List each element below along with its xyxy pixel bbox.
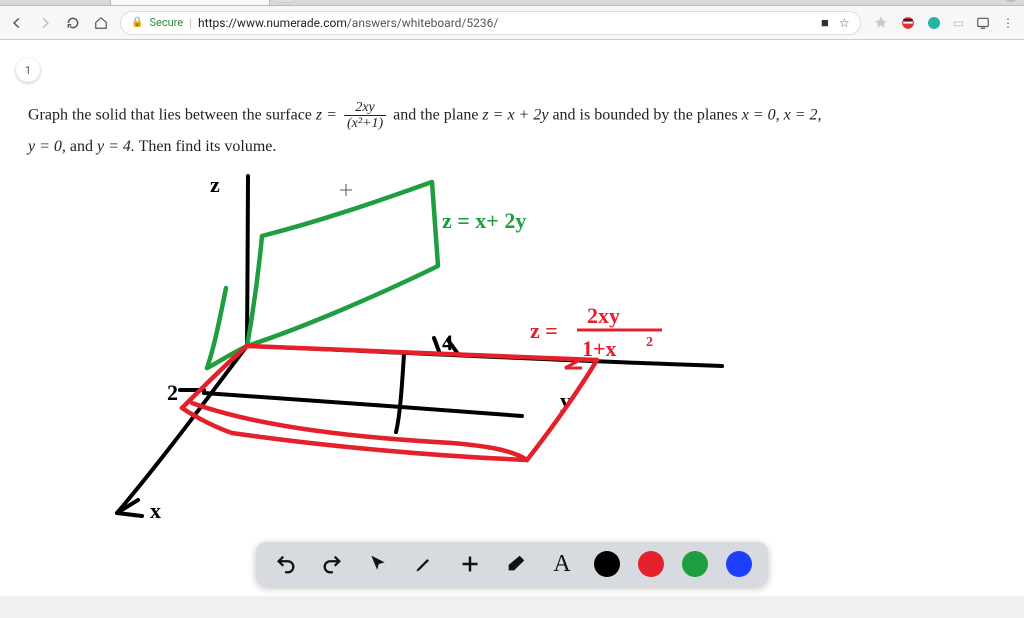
eq-surface-lhs: z = xyxy=(316,107,341,124)
camera-icon[interactable]: ■ xyxy=(821,15,829,31)
secure-label: Secure xyxy=(149,16,183,29)
color-red-button[interactable] xyxy=(638,551,664,577)
x-tick-2-label: 2 xyxy=(167,380,178,405)
eq-surface-num: 2xy xyxy=(344,100,386,116)
undo-button[interactable] xyxy=(272,550,300,578)
svg-text:2: 2 xyxy=(646,335,653,350)
text-tool-button[interactable]: A xyxy=(548,550,576,578)
home-button[interactable] xyxy=(94,16,108,30)
lock-icon: 🔒 xyxy=(131,17,143,28)
pencil-tool-button[interactable] xyxy=(410,550,438,578)
eq-plane: z = x + 2y xyxy=(482,107,548,124)
eq-bounds: x = 0, x = 2, xyxy=(742,107,822,124)
eq-surface-den: (x²+1) xyxy=(344,116,386,131)
back-button[interactable] xyxy=(10,16,24,30)
color-green-button[interactable] xyxy=(682,551,708,577)
color-black-button[interactable] xyxy=(594,551,620,577)
color-blue-button[interactable] xyxy=(726,551,752,577)
problem-line2a: y = 0, xyxy=(28,138,66,155)
pointer-tool-button[interactable] xyxy=(364,550,392,578)
whiteboard-canvas[interactable]: z x y 4 2 z = x+ 2y xyxy=(16,168,1008,528)
flag-extension-icon[interactable] xyxy=(901,16,915,30)
url-path: /answers/whiteboard/5236/ xyxy=(347,16,498,30)
extension-icon[interactable] xyxy=(873,15,889,31)
page-content: 1 Graph the solid that lies between the … xyxy=(0,40,1024,596)
circle-extension-icon[interactable] xyxy=(927,16,941,30)
diagram-svg: z x y 4 2 z = x+ 2y xyxy=(16,168,1008,528)
surface-drawing xyxy=(182,346,597,460)
whiteboard-toolbar: A xyxy=(256,542,768,586)
new-tab-button[interactable] xyxy=(276,0,296,3)
crosshair-icon xyxy=(340,184,352,196)
problem-mid1: and the plane xyxy=(389,107,482,124)
eraser-tool-button[interactable] xyxy=(502,550,530,578)
browser-tab[interactable]: N Numerade × xyxy=(110,0,270,5)
address-bar[interactable]: 🔒 Secure | https://www.numerade.com/answ… xyxy=(120,11,861,35)
problem-line2c: y = 4. xyxy=(97,138,135,155)
bookmark-star-icon[interactable]: ☆ xyxy=(839,16,850,30)
crosshair-tool-button[interactable] xyxy=(456,550,484,578)
x-axis-label: x xyxy=(150,498,161,523)
svg-text:2xy: 2xy xyxy=(587,303,620,328)
plane-drawing xyxy=(207,182,438,368)
forward-button[interactable] xyxy=(38,16,52,30)
plane-equation-label: z = x+ 2y xyxy=(442,208,526,233)
page-number-badge[interactable]: 1 xyxy=(16,58,40,82)
tab-close-button[interactable]: × xyxy=(253,0,259,1)
problem-prefix: Graph the solid that lies between the su… xyxy=(28,107,316,124)
problem-line2b: and xyxy=(66,138,97,155)
problem-line2d: Then find its volume. xyxy=(135,138,276,155)
svg-text:1+x: 1+x xyxy=(582,336,617,361)
axes xyxy=(117,176,722,513)
menu-button[interactable]: ⋮ xyxy=(1002,16,1014,30)
reload-button[interactable] xyxy=(66,16,80,30)
redo-button[interactable] xyxy=(318,550,346,578)
profile-avatar-button[interactable] xyxy=(1002,0,1020,2)
browser-url-bar: 🔒 Secure | https://www.numerade.com/answ… xyxy=(0,6,1024,40)
z-axis-label: z xyxy=(210,172,220,197)
problem-mid2: and is bounded by the planes xyxy=(548,107,741,124)
rect-extension-icon[interactable]: ▭ xyxy=(953,16,964,30)
problem-statement: Graph the solid that lies between the su… xyxy=(28,100,996,162)
url-host: https://www.numerade.com xyxy=(198,16,347,30)
present-icon[interactable] xyxy=(976,16,990,30)
svg-text:z =: z = xyxy=(530,318,558,343)
